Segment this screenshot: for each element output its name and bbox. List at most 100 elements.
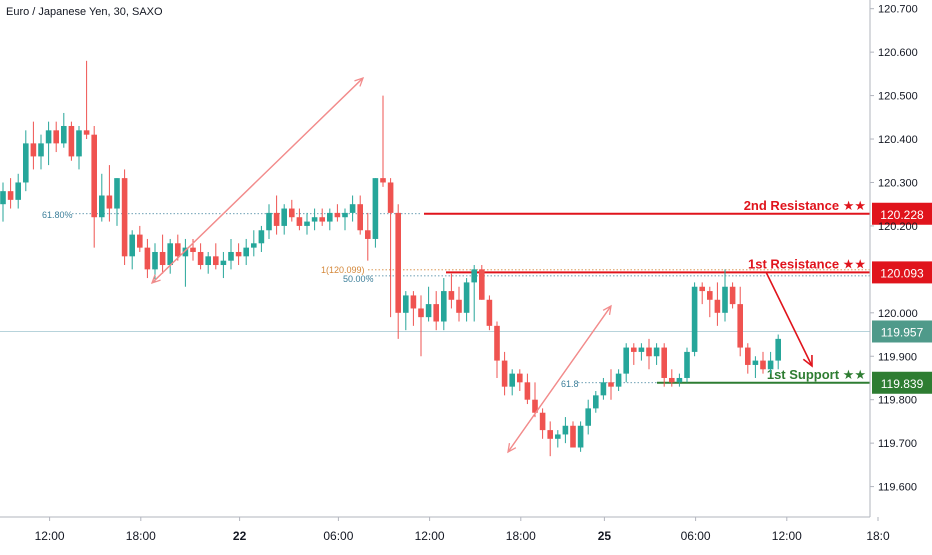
fib-annotation: 61.8 [561,379,579,389]
candle-body [486,299,493,326]
candle-body [61,125,67,144]
candle-body [441,291,447,322]
candle-body [707,291,713,300]
candle-body [729,286,736,305]
candle-body [623,347,629,374]
candle-body [235,251,242,257]
price-label-text: 120.228 [880,208,924,222]
candle-body [311,217,318,222]
candle-body [767,360,774,370]
candle-body [152,251,158,270]
candle-body [471,269,477,283]
candle-body [144,247,151,270]
y-tick-label: 120.600 [878,47,918,59]
candle-body [509,373,515,387]
candle-body [479,269,485,300]
y-tick-label: 120.200 [878,221,918,233]
candle-body [775,338,781,361]
price-label-text: 120.093 [880,266,924,280]
candle-body [676,377,683,383]
candle-body [76,130,82,157]
candle-body [425,304,432,318]
candle-body [653,347,660,357]
x-tick-label: 12:00 [35,529,65,543]
x-tick-label: 18:00 [506,529,536,543]
candle-body [228,251,234,261]
candle-body [585,408,591,426]
candle-body [380,178,386,183]
candle-body [213,256,219,266]
y-tick-label: 120.000 [878,308,918,320]
candle-body [494,325,500,361]
candle-body [615,373,622,387]
arrow-head [150,274,161,285]
candle-body [555,434,561,439]
arrow-head [507,443,517,454]
fib-annotation: 61.80% [42,210,73,220]
arrow-shaft [151,77,364,284]
candle-body [243,247,249,257]
candle-body [159,251,166,266]
candle-body [167,243,173,266]
candle-body [752,360,759,365]
fib-annotation: 50.00% [343,274,374,284]
candle-body [600,382,607,396]
candle-body [714,299,721,313]
candle-body [448,291,455,300]
candle-body [15,182,21,200]
candle-body [121,178,128,257]
candle-body [539,412,546,431]
price-label-text: 119.957 [881,325,924,339]
candle-body [190,247,196,252]
candle-body [137,234,143,248]
x-tick-label: 12:00 [772,529,802,543]
candle-body [197,251,204,266]
candle-body [365,230,371,239]
candle-body [175,243,181,257]
candle-body [304,221,310,226]
candle-body [737,304,743,348]
candle-body [349,204,356,213]
candle-body [418,308,424,318]
price-label-box [872,261,932,284]
candle-body [38,143,44,157]
price-label-box [872,320,932,343]
arrow-down-right-head [507,305,612,454]
candle-body [30,143,37,157]
candle-body [410,295,417,309]
candle-body [387,182,394,213]
level-label: 1st Support ★★ [767,367,866,382]
candle-body [114,178,120,209]
candle-body [327,212,333,222]
candle-body [517,373,523,383]
level-label: 2nd Resistance ★★ [744,198,866,213]
candle-body [83,130,90,135]
candle-body [220,260,227,266]
candle-body [433,304,439,322]
candle-body [463,282,470,313]
y-tick-label: 119.700 [878,438,917,450]
candle-body [745,347,751,365]
candle-body [631,347,637,352]
candle-body [593,395,599,409]
candle-body [258,230,265,244]
candle-body [532,399,538,413]
candle-body [570,425,576,448]
candle-body [722,286,728,313]
y-tick-label: 120.500 [878,91,918,103]
candle-body [251,243,257,248]
level-label: 1st Resistance ★★ [748,256,866,271]
candle-body [68,125,75,157]
candle-body [106,195,113,209]
x-tick-label: 12:00 [415,529,445,543]
candle-body [562,425,569,435]
candle-body [53,130,59,144]
x-tick-label: 22 [233,529,247,543]
price-label-box [872,202,932,225]
arrow-down-left-head [150,77,364,285]
candle-body [7,191,14,200]
y-tick-label: 119.800 [878,395,917,407]
forecast-line [765,271,813,367]
candle-body [684,351,690,378]
